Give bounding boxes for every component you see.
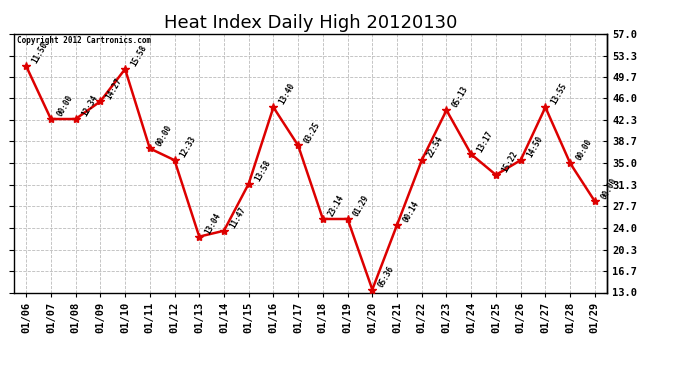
Text: 00:00: 00:00 — [574, 138, 593, 162]
Text: 13:17: 13:17 — [475, 129, 495, 153]
Text: 00:00: 00:00 — [154, 123, 173, 148]
Title: Heat Index Daily High 20120130: Heat Index Daily High 20120130 — [164, 14, 457, 32]
Text: 22:54: 22:54 — [426, 135, 445, 159]
Text: 00:14: 00:14 — [401, 200, 421, 224]
Text: 11:47: 11:47 — [228, 206, 248, 230]
Text: 13:58: 13:58 — [253, 158, 273, 183]
Text: 12:33: 12:33 — [179, 135, 198, 159]
Text: 14:50: 14:50 — [525, 135, 544, 159]
Text: 13:04: 13:04 — [204, 211, 223, 236]
Text: 12:34: 12:34 — [80, 94, 99, 118]
Text: 00:00: 00:00 — [599, 176, 618, 201]
Text: 15:58: 15:58 — [129, 44, 148, 68]
Text: 13:55: 13:55 — [549, 82, 569, 106]
Text: 14:27: 14:27 — [104, 76, 124, 100]
Text: 23:14: 23:14 — [327, 194, 346, 218]
Text: 01:29: 01:29 — [352, 194, 371, 218]
Text: 03:25: 03:25 — [302, 120, 322, 145]
Text: Copyright 2012 Cartronics.com: Copyright 2012 Cartronics.com — [17, 36, 151, 45]
Text: 13:40: 13:40 — [277, 82, 297, 106]
Text: 05:36: 05:36 — [377, 264, 396, 289]
Text: 11:50: 11:50 — [30, 41, 50, 65]
Text: 00:00: 00:00 — [55, 94, 75, 118]
Text: 15:22: 15:22 — [500, 150, 520, 174]
Text: 05:13: 05:13 — [451, 85, 470, 109]
